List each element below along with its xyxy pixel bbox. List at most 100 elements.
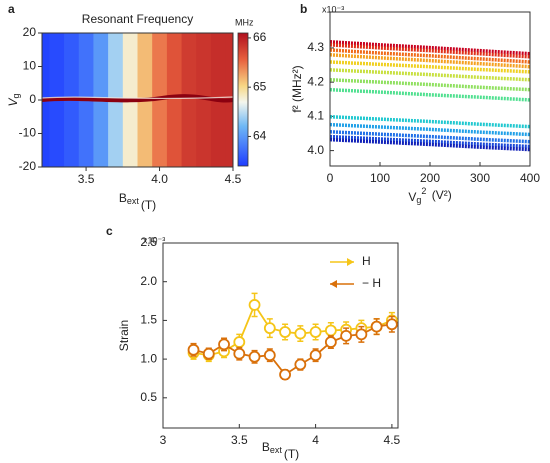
- data-line: [329, 53, 531, 69]
- data-point: [385, 318, 398, 331]
- data-point: [324, 336, 337, 348]
- axis-label-main: B: [262, 440, 270, 454]
- y-tick-label: 4.3: [307, 40, 324, 54]
- y-axis-label: Vg: [6, 93, 21, 106]
- data-point: [248, 350, 261, 363]
- y-tick-label: -10: [19, 126, 37, 140]
- plot-frame: [162, 242, 399, 429]
- y-tick-label: 4.1: [307, 109, 324, 123]
- y-axis-label: f² (MHz²): [290, 65, 304, 112]
- panel-label: b: [300, 2, 307, 16]
- axis-label-sup: 2: [421, 186, 426, 196]
- data-line: [329, 78, 531, 92]
- axis-label-unit: (T): [284, 447, 299, 461]
- y-tick-label: 10: [23, 59, 37, 73]
- data-line: [329, 68, 531, 82]
- axis-label: Bext (T): [262, 440, 299, 461]
- plot-frame: [41, 32, 234, 168]
- data-line: [329, 48, 531, 64]
- axis-label: Vg2 (V²): [408, 186, 451, 205]
- y-multiplier: x10⁻³: [322, 4, 344, 14]
- heatmap-cell: [166, 33, 183, 167]
- data-line: [329, 40, 531, 56]
- axis-label-sub: ext: [270, 445, 283, 455]
- data-point: [294, 327, 307, 340]
- x-tick-label: 100: [370, 171, 390, 185]
- data-point: [279, 326, 291, 338]
- colorbar-tick-label: 64: [253, 129, 267, 143]
- data-point: [248, 299, 261, 311]
- x-tick-label: 3.5: [78, 172, 95, 186]
- y-axis-label: Strain: [117, 320, 131, 351]
- legend-label: − H: [362, 276, 381, 290]
- y-tick-label: 0: [29, 92, 36, 106]
- data-line: [329, 122, 531, 137]
- colorbar-tick-label: 66: [253, 30, 267, 44]
- y-tick-label: 20: [23, 25, 37, 39]
- axis-label-main: V: [6, 98, 20, 107]
- data-line: [329, 114, 531, 129]
- plot-frame: [329, 11, 531, 167]
- axis-label-sub: g: [416, 195, 421, 205]
- colorbar: [237, 32, 249, 167]
- legend-arrowhead: [330, 280, 337, 288]
- data-point: [309, 349, 322, 362]
- panel-label: c: [106, 224, 113, 238]
- axis-label-unit: (T): [141, 198, 156, 212]
- data-point: [233, 347, 246, 360]
- axis-label-sub: g: [11, 93, 21, 98]
- data-point: [187, 343, 200, 356]
- data-point: [279, 368, 291, 381]
- x-tick-label: 4.5: [384, 433, 401, 447]
- data-point: [370, 320, 383, 333]
- y-tick-label: 2.0: [140, 274, 157, 288]
- data-point: [294, 358, 307, 371]
- data-line: [329, 60, 531, 74]
- x-tick-label: 3.5: [231, 433, 248, 447]
- heatmap-cell: [196, 33, 212, 167]
- data-line: [329, 130, 531, 144]
- data-point: [263, 322, 276, 335]
- axis-label-main: B: [119, 191, 127, 205]
- x-tick-label: 4.0: [151, 172, 168, 186]
- y-multiplier: x10⁻³: [143, 235, 165, 245]
- gate-band-light: [41, 96, 234, 100]
- y-tick-label: 0.5: [140, 390, 157, 404]
- x-tick-label: 200: [420, 171, 440, 185]
- data-line: [329, 87, 531, 102]
- panel-label: a: [8, 2, 15, 16]
- y-tick-label: 1.5: [140, 313, 157, 327]
- axis-label-sub: ext: [127, 196, 140, 206]
- data-point: [355, 328, 368, 341]
- axis-label-main: V: [408, 190, 416, 204]
- axis-label-unit: (V²): [428, 188, 451, 202]
- y-tick-label: 1.0: [140, 351, 157, 365]
- heatmap-cell: [181, 33, 197, 167]
- data-line: [329, 137, 531, 152]
- x-tick-label: 3: [160, 433, 167, 447]
- data-point: [340, 329, 353, 342]
- axis-label: Bext (T): [119, 191, 156, 212]
- data-point: [233, 336, 246, 348]
- data-point: [263, 349, 276, 362]
- data-point: [309, 326, 322, 338]
- data-line: [329, 134, 531, 149]
- x-tick-label: 300: [470, 171, 490, 185]
- y-tick-label: 4.2: [307, 74, 324, 88]
- colorbar-tick-label: 65: [253, 79, 267, 93]
- y-tick-label: -20: [19, 159, 37, 173]
- data-point: [324, 324, 337, 337]
- x-tick-label: 4.5: [225, 172, 242, 186]
- x-tick-label: 400: [520, 171, 540, 185]
- y-tick-label: 2.5: [140, 235, 157, 249]
- data-point: [218, 338, 230, 351]
- data-line: [329, 43, 531, 59]
- chart-title: Resonant Frequency: [82, 12, 193, 26]
- colorbar-label: MHz: [235, 17, 254, 27]
- y-tick-label: 4.0: [307, 143, 324, 157]
- legend-label: H: [362, 254, 371, 268]
- x-tick-label: 4: [312, 433, 319, 447]
- legend-arrowhead: [347, 258, 354, 266]
- data-point: [202, 347, 215, 360]
